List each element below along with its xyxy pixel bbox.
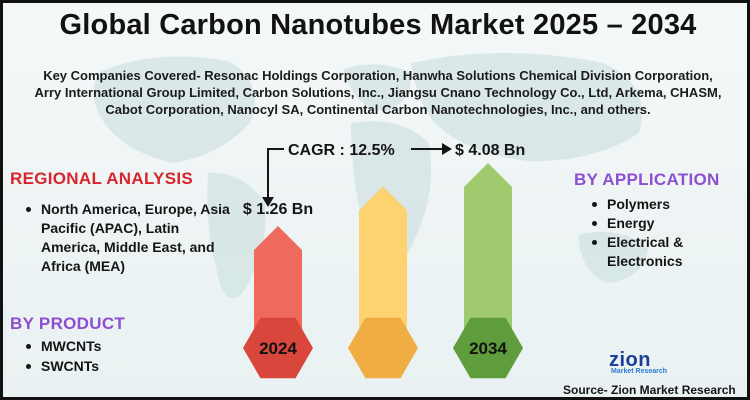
zion-logo: zion Market Research xyxy=(609,349,673,379)
cagr-label: CAGR : 12.5% xyxy=(288,142,395,159)
list-item: Energy xyxy=(589,214,739,233)
list-item: SWCNTs xyxy=(23,357,101,376)
market-size-chart: CAGR : 12.5% 2024 2034 $ 1.26 Bn $ 4.08 Bn xyxy=(243,142,525,379)
product-list: MWCNTs SWCNTs xyxy=(23,337,101,377)
page-title: Global Carbon Nanotubes Market 2025 – 20… xyxy=(59,9,697,41)
hexagon-badge xyxy=(453,317,523,379)
list-item: Polymers xyxy=(589,195,739,214)
cagr-bracket-line xyxy=(267,148,284,198)
value-label-2034: $ 4.08 Bn xyxy=(455,142,525,159)
by-application-heading: BY APPLICATION xyxy=(574,170,720,189)
regional-analysis-heading: REGIONAL ANALYSIS xyxy=(10,169,194,188)
value-label-2024: $ 1.26 Bn xyxy=(243,201,313,218)
logo-tagline: Market Research xyxy=(611,368,668,375)
hexagon-badge xyxy=(243,317,313,379)
logo-wordmark: zion xyxy=(609,349,651,371)
hexagon-badge xyxy=(348,317,418,379)
by-product-heading: BY PRODUCT xyxy=(10,314,126,333)
regional-list: North America, Europe, Asia Pacific (APA… xyxy=(23,200,238,276)
right-arrow-head xyxy=(442,143,452,155)
year-label: 2024 xyxy=(259,339,297,358)
cagr-arrows xyxy=(262,143,452,207)
source-text: Source- Zion Market Research xyxy=(563,383,736,397)
bar-2034 xyxy=(464,163,512,348)
list-item: Electrical & Electronics xyxy=(589,233,739,271)
application-list: Polymers Energy Electrical & Electronics xyxy=(589,195,739,271)
list-item: North America, Europe, Asia Pacific (APA… xyxy=(23,200,238,276)
down-arrow-head xyxy=(262,197,274,207)
bar-projection xyxy=(359,186,407,348)
list-item: MWCNTs xyxy=(23,337,101,356)
key-companies-text: Key Companies Covered- Resonac Holdings … xyxy=(34,68,722,117)
bar-2024 xyxy=(254,226,302,348)
year-label: 2034 xyxy=(469,339,507,358)
